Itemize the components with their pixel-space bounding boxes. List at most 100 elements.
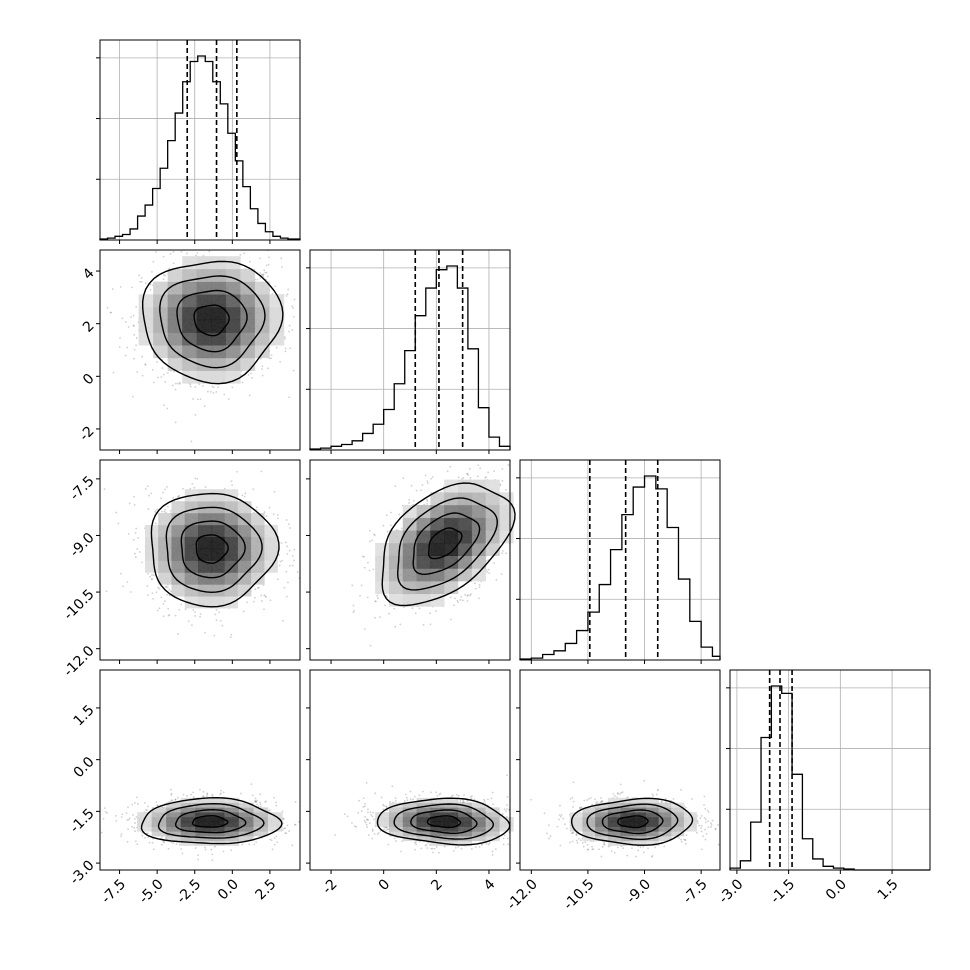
scatter-point	[148, 494, 150, 497]
scatter-point	[247, 374, 250, 376]
scatter-point	[469, 476, 472, 479]
scatter-point	[221, 624, 224, 627]
density-cell	[144, 548, 159, 561]
scatter-point	[418, 607, 421, 610]
scatter-point	[449, 596, 452, 599]
histogram-series	[309, 265, 511, 450]
scatter-point	[160, 596, 163, 599]
scatter-point	[291, 305, 294, 308]
scatter-point	[135, 305, 138, 308]
joint-panel-1-0	[96, 249, 301, 454]
axes-frame	[309, 249, 511, 451]
scatter-point	[384, 604, 386, 607]
scatter-point	[293, 298, 296, 301]
scatter-point	[255, 506, 258, 509]
scatter-point	[501, 552, 504, 555]
histogram-panel-0	[96, 39, 301, 244]
scatter-point	[169, 509, 172, 512]
scatter-point	[259, 277, 262, 279]
scatter-point	[190, 793, 193, 796]
scatter-point	[488, 572, 491, 575]
scatter-point	[189, 385, 192, 388]
scatter-point	[211, 385, 214, 388]
density-cell	[240, 281, 256, 295]
scatter-point	[286, 293, 289, 296]
scatter-point	[268, 256, 270, 259]
scatter-point	[505, 488, 507, 491]
scatter-point	[194, 477, 197, 480]
scatter-point	[253, 600, 255, 603]
scatter-point	[260, 470, 263, 473]
scatter-point	[259, 272, 262, 274]
scatter-point	[131, 286, 133, 289]
scatter-point	[133, 495, 135, 498]
scatter-point	[223, 393, 226, 396]
scatter-point	[167, 614, 170, 617]
scatter-point	[162, 373, 165, 376]
scatter-point	[151, 368, 154, 371]
scatter-point	[446, 470, 449, 473]
scatter-point	[192, 398, 195, 400]
scatter-point	[144, 837, 146, 839]
scatter-point	[134, 531, 137, 534]
scatter-point	[136, 796, 138, 799]
scatter-point	[151, 271, 153, 273]
scatter-point	[399, 623, 402, 626]
scatter-point	[125, 812, 128, 814]
scatter-point	[296, 571, 299, 573]
density-blocks	[375, 479, 514, 607]
scatter-point	[146, 585, 149, 587]
scatter-point	[215, 609, 218, 611]
density-cell	[211, 489, 225, 502]
scatter-point	[373, 533, 376, 536]
scatter-point	[292, 307, 294, 309]
scatter-point	[352, 604, 355, 607]
scatter-point	[190, 440, 193, 443]
scatter-point	[500, 573, 503, 576]
scatter-point	[160, 497, 162, 500]
scatter-point	[124, 354, 127, 357]
scatter-point	[172, 497, 175, 499]
scatter-point	[174, 798, 177, 801]
scatter-point	[501, 468, 504, 470]
density-cell	[430, 543, 445, 556]
scatter-point	[199, 613, 202, 615]
scatter-point	[212, 386, 215, 389]
scatter-point	[204, 848, 207, 851]
scatter-point	[262, 273, 265, 276]
density-cell	[211, 256, 227, 270]
scatter-point	[206, 795, 208, 798]
scatter-point	[180, 603, 183, 606]
scatter-point	[194, 386, 197, 388]
scatter-point	[263, 594, 266, 597]
density-cell	[138, 307, 154, 321]
scatter-point	[171, 384, 174, 387]
density-cell	[211, 281, 227, 295]
scatter-point	[162, 603, 165, 605]
scatter-point	[479, 467, 482, 470]
scatter-point	[158, 587, 161, 590]
scatter-point	[184, 608, 187, 611]
density-cell	[388, 543, 404, 556]
scatter-point	[287, 288, 290, 291]
scatter-point	[457, 476, 460, 479]
scatter-point	[287, 581, 289, 584]
scatter-point	[175, 843, 178, 846]
histogram-series	[519, 475, 721, 660]
scatter-point	[163, 404, 165, 407]
scatter-point	[150, 492, 153, 495]
scatter-point	[467, 474, 470, 476]
scatter-point	[121, 317, 124, 320]
scatter-point	[385, 514, 388, 517]
scatter-point	[236, 470, 238, 473]
scatter-point	[485, 476, 487, 478]
scatter-point	[376, 597, 379, 599]
density-cell	[167, 357, 183, 371]
scatter-point	[197, 858, 200, 861]
scatter-point	[263, 608, 265, 611]
scatter-point	[269, 599, 272, 602]
density-cell	[225, 357, 241, 371]
scatter-point	[493, 470, 495, 473]
scatter-point	[155, 591, 158, 594]
scatter-point	[230, 633, 233, 636]
